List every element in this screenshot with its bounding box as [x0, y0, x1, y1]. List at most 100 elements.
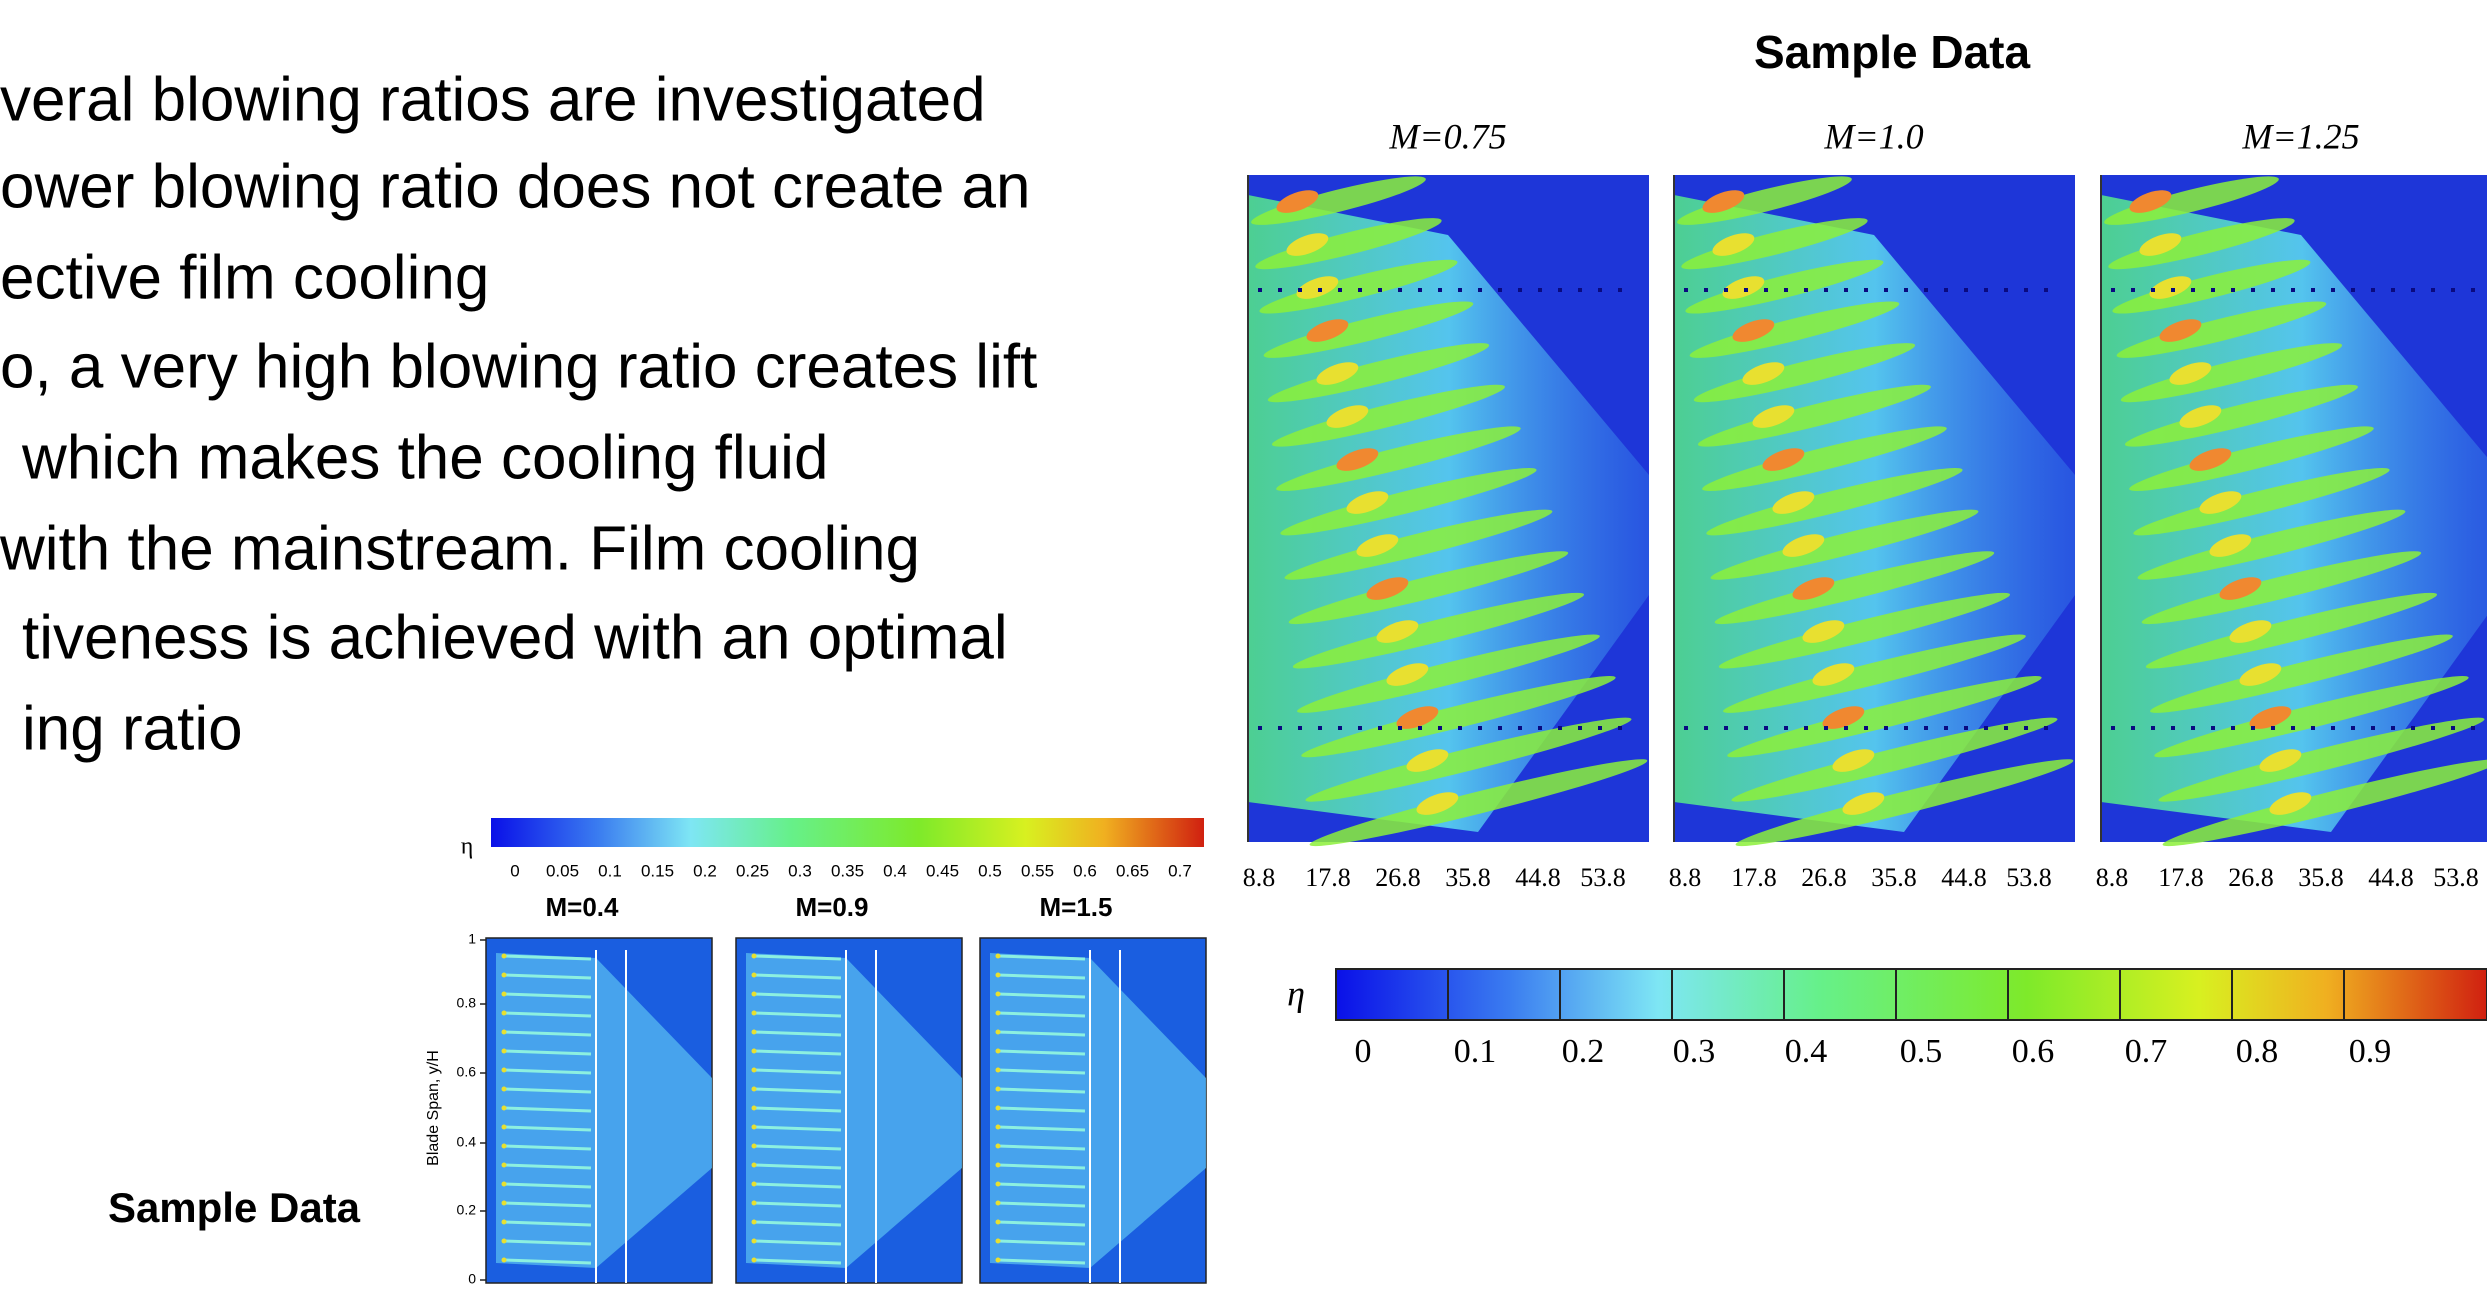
- hot-spot: [2239, 663, 2282, 686]
- cooling-streak: [503, 1258, 592, 1265]
- hole-marker: [751, 1010, 757, 1016]
- cooling-streak: [503, 1087, 592, 1094]
- hot-spot: [1802, 620, 1845, 643]
- cooling-streak: [1706, 467, 1963, 536]
- cooling-streak: [1280, 467, 1537, 536]
- contour-plot: [1247, 175, 1649, 847]
- cooling-streak: [2150, 634, 2453, 713]
- colorbar-tick-label: 0.05: [546, 861, 579, 880]
- panel-title: M=1.0: [1823, 116, 1923, 156]
- cooling-streak: [753, 1125, 842, 1132]
- coverage-region: [990, 953, 1206, 1268]
- colorbar-tick-label: 0.25: [736, 861, 769, 880]
- panel-title: M=0.75: [1388, 116, 1506, 156]
- colorbar-tick-label: 0.6: [1073, 861, 1097, 880]
- hot-spot: [2249, 706, 2292, 729]
- cooling-streak: [1301, 676, 1616, 758]
- colorbar-tick-label: 0.6: [2012, 1033, 2055, 1070]
- colorbar-tick-label: 0.3: [788, 861, 812, 880]
- hot-spot: [2189, 448, 2232, 471]
- hole-marker: [995, 1200, 1001, 1206]
- hole-marker: [751, 1181, 757, 1187]
- hole-marker: [501, 1257, 507, 1263]
- x-tick-label: 17.8: [2158, 863, 2204, 892]
- cooling-streak: [503, 954, 592, 961]
- hot-spot: [1842, 792, 1885, 815]
- figure-title: Sample Data: [1754, 26, 2031, 78]
- hole-marker: [751, 1162, 757, 1168]
- cooling-streak: [997, 1182, 1086, 1189]
- cooling-streak: [997, 1163, 1086, 1170]
- cooling-streak: [997, 1106, 1086, 1113]
- bullet-text: o, a very high blowing ratio creates lif…: [0, 332, 1037, 401]
- contour-plot: [735, 937, 963, 1284]
- y-tick-label: 0: [468, 1271, 476, 1287]
- contour-plot: [979, 937, 1207, 1284]
- hot-spot: [1336, 448, 1379, 471]
- hot-spot: [1286, 233, 1329, 256]
- coverage-region: [496, 953, 712, 1268]
- colorbar: [491, 818, 1204, 847]
- hot-spot: [1822, 706, 1865, 729]
- cooling-streak: [1297, 634, 1600, 713]
- bullet-text: tiveness is achieved with an optimal: [22, 603, 1008, 672]
- x-tick-label: 53.8: [2433, 863, 2479, 892]
- hot-spot: [1772, 491, 1815, 514]
- cooling-streak: [1685, 259, 1884, 314]
- cooling-streak: [1710, 509, 1979, 580]
- cooling-streak: [503, 1144, 592, 1151]
- y-axis-label: Blade Span, y/H: [425, 1050, 442, 1166]
- hot-spot: [1702, 190, 1745, 213]
- cooling-streak: [503, 1011, 592, 1018]
- hot-spot: [1276, 190, 1319, 213]
- cooling-streak: [753, 1087, 842, 1094]
- hole-marker: [995, 1238, 1001, 1244]
- hole-marker: [995, 1048, 1001, 1054]
- bullet-text: which makes the cooling fluid: [21, 423, 828, 492]
- x-tick-label: 44.8: [2368, 863, 2414, 892]
- x-tick-label: 8.8: [1669, 863, 1702, 892]
- hot-spot: [2169, 362, 2212, 385]
- cooling-streak: [1689, 301, 1900, 358]
- cooling-streak: [1271, 384, 1505, 447]
- hole-marker: [501, 1162, 507, 1168]
- cooling-streak: [2141, 551, 2422, 625]
- cooling-streak: [1276, 426, 1521, 491]
- hot-spot: [2149, 276, 2192, 299]
- colorbar-symbol: η: [1287, 973, 1305, 1013]
- hot-spot: [1812, 663, 1855, 686]
- cooling-streak: [1735, 759, 2074, 847]
- cooling-streak: [1251, 176, 1426, 225]
- hole-marker: [501, 953, 507, 959]
- contour-plot: [2100, 175, 2487, 847]
- colorbar-tick-label: 0.15: [641, 861, 674, 880]
- hole-marker: [501, 1105, 507, 1111]
- hole-marker: [501, 1029, 507, 1035]
- cooling-streak: [2104, 176, 2279, 225]
- y-tick-label: 0.4: [457, 1134, 477, 1150]
- hole-marker: [751, 1200, 757, 1206]
- panel-title: M=1.5: [1040, 892, 1113, 922]
- hole-marker: [751, 1219, 757, 1225]
- cooling-streak: [503, 1220, 592, 1227]
- cooling-streak: [997, 973, 1086, 980]
- bullet-text: veral blowing ratios are investigated: [0, 65, 986, 134]
- hole-marker: [751, 953, 757, 959]
- hole-marker: [995, 953, 1001, 959]
- colorbar-tick-label: 0.3: [1673, 1033, 1716, 1070]
- cooling-streak: [503, 1125, 592, 1132]
- cooling-streak: [997, 1068, 1086, 1075]
- cooling-streak: [503, 1239, 592, 1246]
- bullet-text: with the mainstream. Film cooling: [0, 514, 920, 583]
- x-tick-label: 44.8: [1515, 863, 1561, 892]
- contour-plot: [1673, 175, 2075, 847]
- hole-marker: [751, 1086, 757, 1092]
- hot-spot: [1306, 319, 1349, 342]
- hot-spot: [1346, 491, 1389, 514]
- hole-marker: [751, 1124, 757, 1130]
- hot-spot: [1792, 577, 1835, 600]
- y-tick-label: 0.6: [457, 1064, 477, 1080]
- hot-spot: [1326, 405, 1369, 428]
- hole-marker: [995, 1105, 1001, 1111]
